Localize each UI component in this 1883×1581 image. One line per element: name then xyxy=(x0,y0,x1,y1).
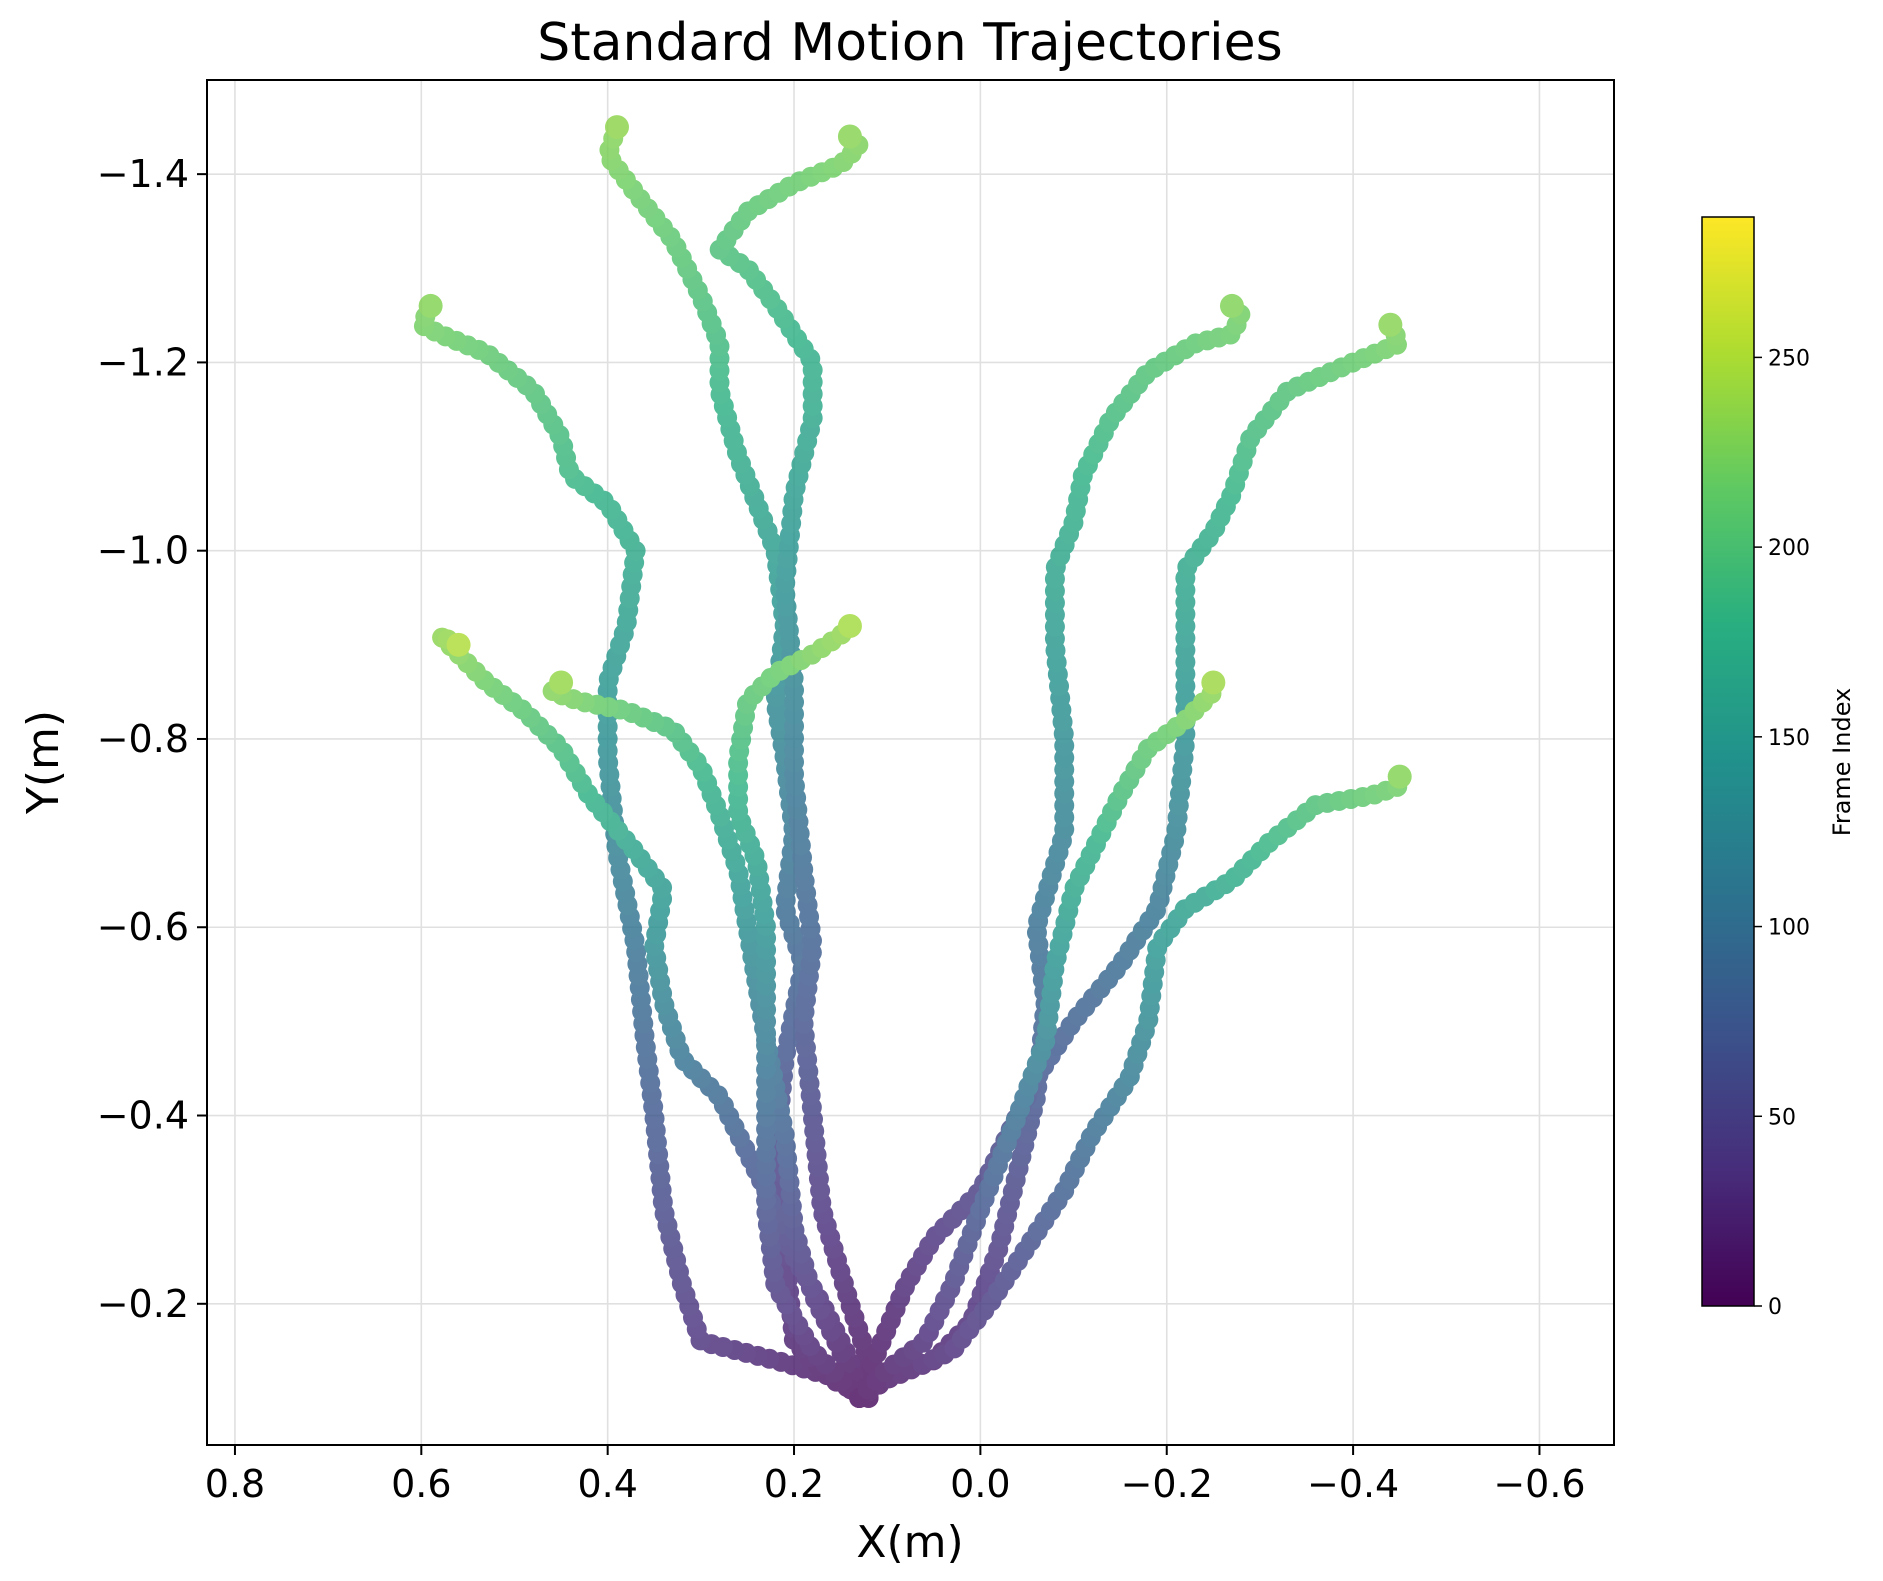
x-tick-label: 0.4 xyxy=(577,1462,637,1506)
x-tick-label: −0.2 xyxy=(1121,1462,1213,1506)
trajectory-end-point xyxy=(1219,293,1244,318)
trajectory-end-point xyxy=(1201,670,1226,695)
y-tick-label: −0.6 xyxy=(97,905,189,949)
y-axis: −0.2 −0.4 −0.6 −0.8 −1.0 −1.2 −1.4 xyxy=(97,152,207,1326)
colorbar-tick-label: 100 xyxy=(1768,916,1810,941)
colorbar-tick-label: 50 xyxy=(1768,1105,1796,1130)
colorbar-tick-label: 250 xyxy=(1768,346,1810,371)
plot-frame xyxy=(206,79,1615,1446)
y-tick-label: −1.4 xyxy=(97,152,189,196)
y-tick-label: −1.2 xyxy=(97,340,189,384)
trajectory-4 xyxy=(849,293,1251,1408)
grid xyxy=(207,80,1614,1445)
trajectory-end-point xyxy=(446,632,471,657)
x-tick-label: 0.8 xyxy=(205,1462,265,1506)
trajectory-6 xyxy=(849,312,1407,1408)
colorbar-tick-label: 150 xyxy=(1768,726,1810,751)
y-axis-label: Y(m) xyxy=(18,710,69,815)
trajectory-end-point xyxy=(1378,312,1403,337)
y-tick-label: −0.8 xyxy=(97,717,189,761)
trajectory-end-point xyxy=(837,124,862,149)
trajectory-end-point xyxy=(1387,764,1412,789)
trajectory-end-point xyxy=(418,293,443,318)
x-tick-label: 0.2 xyxy=(764,1462,824,1506)
trajectory-end-point xyxy=(837,614,862,638)
y-tick-label: −1.0 xyxy=(97,529,189,573)
colorbar-tick-label: 0 xyxy=(1768,1295,1782,1320)
colorbar xyxy=(1701,216,1755,1307)
trajectory-8 xyxy=(542,670,870,1408)
trajectory-end-point xyxy=(604,115,629,140)
trajectory-10 xyxy=(849,670,1226,1408)
colorbar-label: Frame Index xyxy=(1828,688,1856,836)
x-axis-label: X(m) xyxy=(856,1517,963,1568)
trajectory-9 xyxy=(728,614,870,1408)
colorbar-ticks: 0 50 100 150 200 250 xyxy=(1754,346,1810,1320)
chart-title: Standard Motion Trajectories xyxy=(537,13,1282,73)
trajectory-5 xyxy=(849,764,1412,1408)
x-axis: 0.8 0.6 0.4 0.2 0.0 −0.2 −0.4 −0.6 xyxy=(205,1445,1586,1506)
data-points xyxy=(413,115,1412,1408)
x-tick-label: −0.4 xyxy=(1307,1462,1399,1506)
x-tick-label: 0.0 xyxy=(950,1462,1010,1506)
y-tick-label: −0.4 xyxy=(97,1094,189,1138)
x-tick-label: −0.6 xyxy=(1493,1462,1585,1506)
y-tick-label: −0.2 xyxy=(97,1282,189,1326)
trajectory-end-point xyxy=(549,670,574,695)
x-tick-label: 0.6 xyxy=(391,1462,451,1506)
colorbar-tick-label: 200 xyxy=(1768,536,1810,561)
